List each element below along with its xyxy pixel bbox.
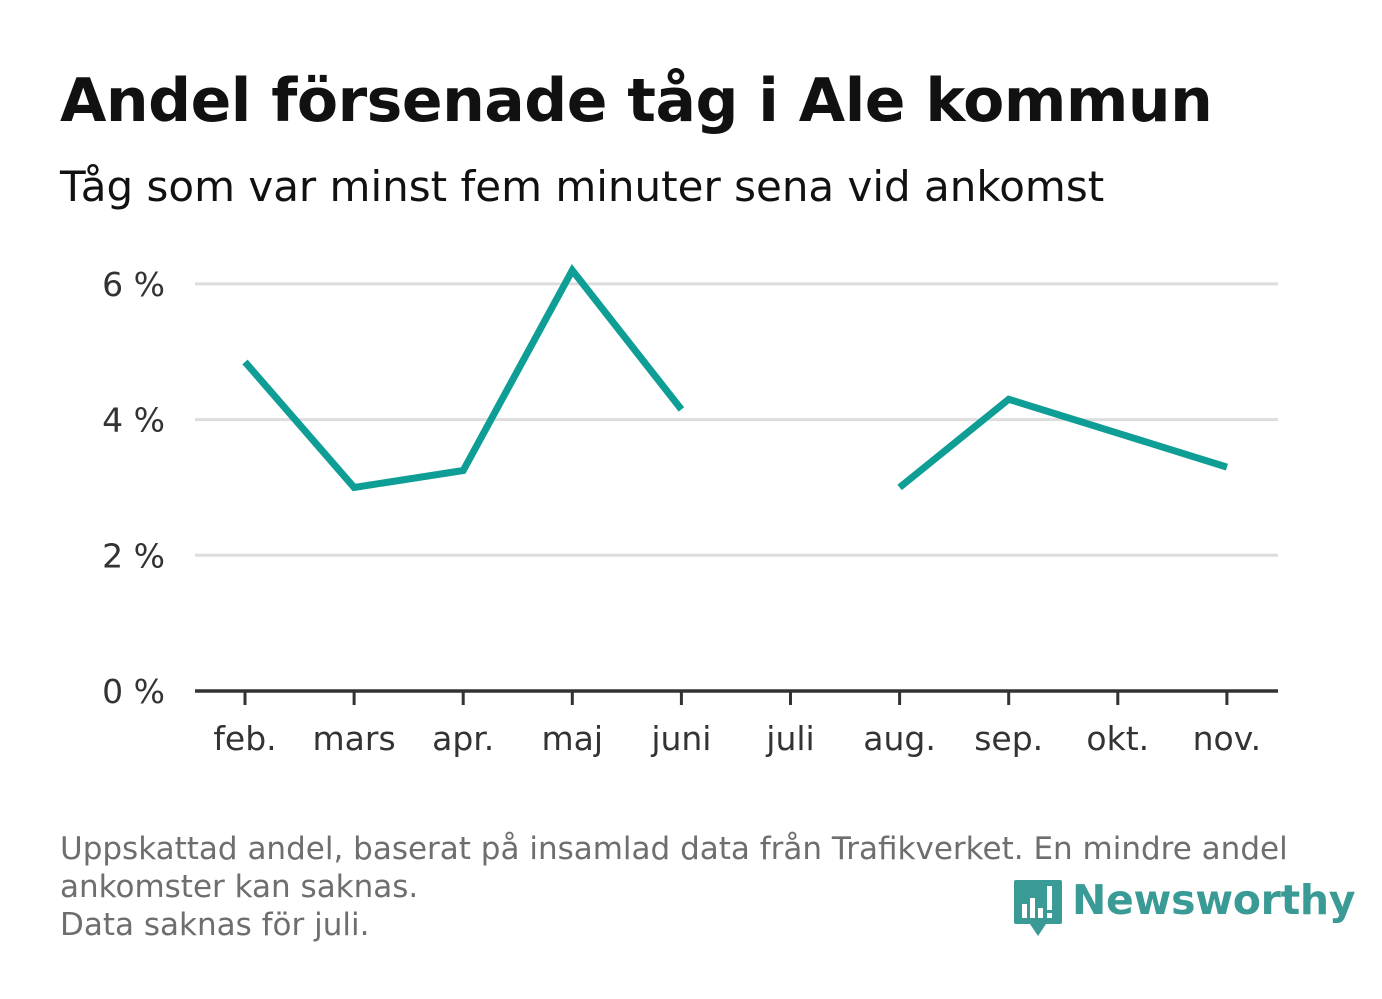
- x-tick-label: sep.: [974, 719, 1043, 758]
- y-tick-label: 6 %: [102, 265, 165, 304]
- chart-subtitle: Tåg som var minst fem minuter sena vid a…: [60, 162, 1105, 211]
- brand-logo: Newsworthy: [1012, 876, 1356, 942]
- footnote-line-3: Data saknas för juli.: [60, 907, 370, 943]
- line-chart: 0 % 2 % 4 % 6 % feb. mars apr. maj juni juli aug.…: [102, 264, 1278, 758]
- x-tick-label: apr.: [432, 719, 494, 758]
- x-tick-label: maj: [542, 719, 604, 758]
- y-tick-label: 4 %: [102, 401, 165, 440]
- x-tick-label: feb.: [213, 719, 276, 758]
- chart-title: Andel försenade tåg i Ale kommun: [60, 66, 1213, 136]
- gridlines: [195, 282, 1278, 557]
- x-tick-label: okt.: [1086, 719, 1149, 758]
- series-line-segment-1: [897, 395, 1228, 491]
- footnote-line-2: ankomster kan saknas.: [60, 869, 419, 905]
- y-tick-label: 0 %: [102, 672, 165, 711]
- brand-name: Newsworthy: [1072, 876, 1356, 924]
- newsworthy-logo-icon: [1014, 880, 1062, 936]
- x-tick-label: juli: [765, 719, 814, 758]
- x-tick-label: mars: [313, 719, 396, 758]
- x-tick-label: nov.: [1193, 719, 1262, 758]
- x-axis: [195, 689, 1278, 705]
- x-tick-label: juni: [650, 719, 711, 758]
- y-tick-label: 2 %: [102, 536, 165, 575]
- x-axis-tick-labels: feb. mars apr. maj juni juli aug. sep. okt. nov.: [213, 719, 1261, 758]
- series-line-segment-0: [242, 264, 685, 492]
- series-lines: [242, 264, 1228, 492]
- x-tick-label: aug.: [863, 719, 936, 758]
- footnote-line-1: Uppskattad andel, baserat på insamlad da…: [60, 831, 1288, 867]
- y-axis-tick-labels: 0 % 2 % 4 % 6 %: [102, 265, 165, 711]
- footnote: Uppskattad andel, baserat på insamlad da…: [60, 830, 1320, 944]
